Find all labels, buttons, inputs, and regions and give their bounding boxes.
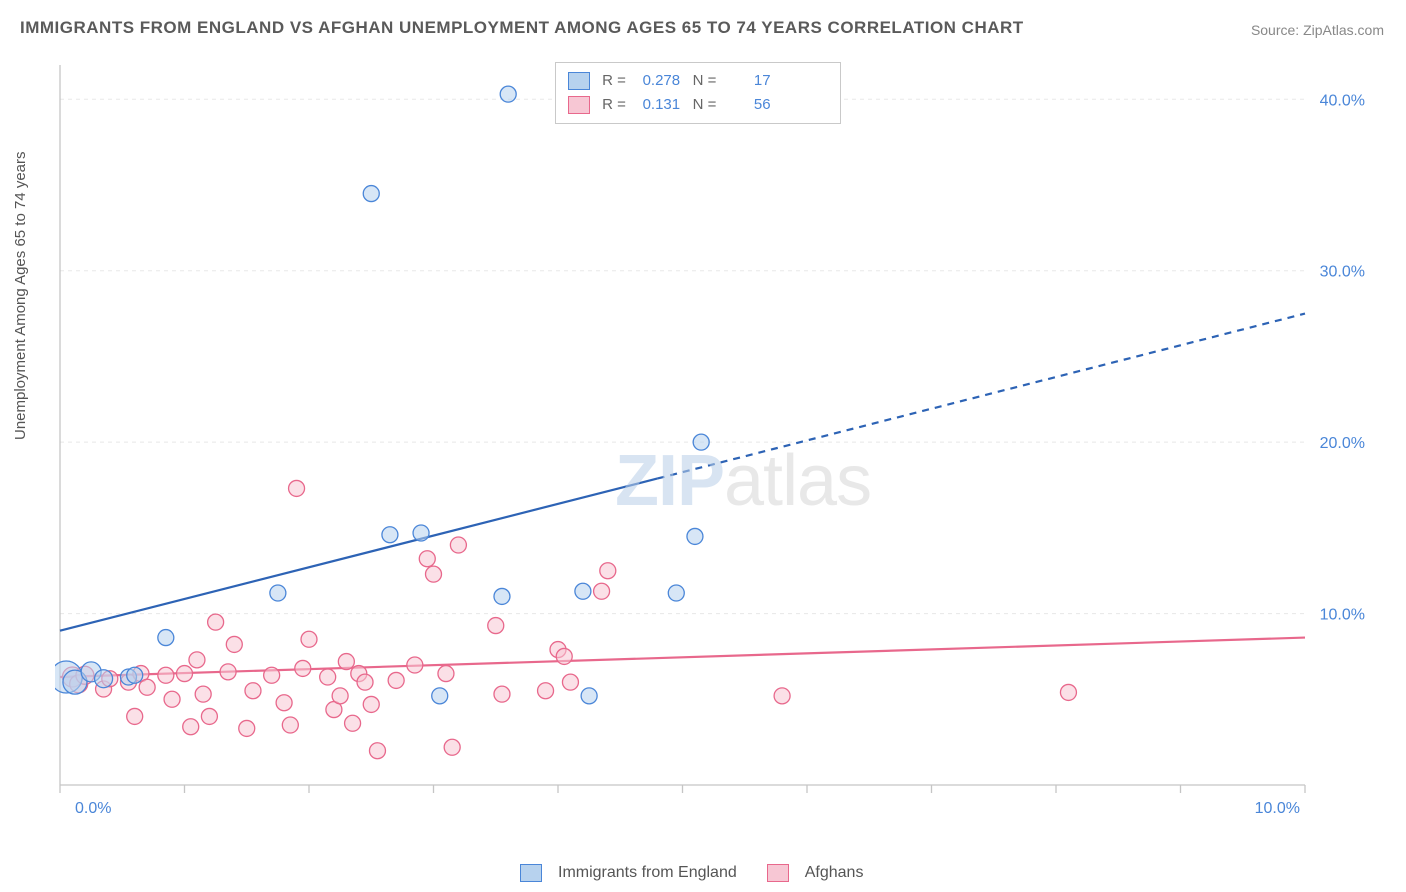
legend-item-england: Immigrants from England <box>520 864 737 882</box>
legend-row-series-1: R = 0.131 N = 56 <box>568 93 828 117</box>
svg-text:0.0%: 0.0% <box>75 800 111 817</box>
svg-text:30.0%: 30.0% <box>1320 264 1365 281</box>
source-attribution: Source: ZipAtlas.com <box>1251 22 1384 38</box>
legend-label: Afghans <box>805 864 864 882</box>
legend-item-afghans: Afghans <box>767 864 864 882</box>
legend-swatch-icon <box>520 864 542 882</box>
svg-text:10.0%: 10.0% <box>1320 607 1365 624</box>
scatter-chart-svg: 10.0% 20.0% 30.0% 40.0% 0.0% 10.0% <box>55 60 1375 830</box>
svg-text:10.0%: 10.0% <box>1255 800 1300 817</box>
svg-text:40.0%: 40.0% <box>1320 92 1365 109</box>
series-legend: Immigrants from England Afghans <box>520 864 863 882</box>
legend-swatch-icon <box>568 96 590 114</box>
legend-swatch-icon <box>568 72 590 90</box>
chart-plot-area: 10.0%20.0%30.0%40.0%0.0%10.0% ZIPatlas <box>55 60 1375 830</box>
svg-text:20.0%: 20.0% <box>1320 435 1365 452</box>
legend-swatch-icon <box>767 864 789 882</box>
legend-label: Immigrants from England <box>558 864 737 882</box>
correlation-legend: R = 0.278 N = 17 R = 0.131 N = 56 <box>555 62 841 124</box>
y-axis-label: Unemployment Among Ages 65 to 74 years <box>12 151 29 440</box>
legend-row-series-0: R = 0.278 N = 17 <box>568 69 828 93</box>
chart-title: IMMIGRANTS FROM ENGLAND VS AFGHAN UNEMPL… <box>20 18 1024 38</box>
